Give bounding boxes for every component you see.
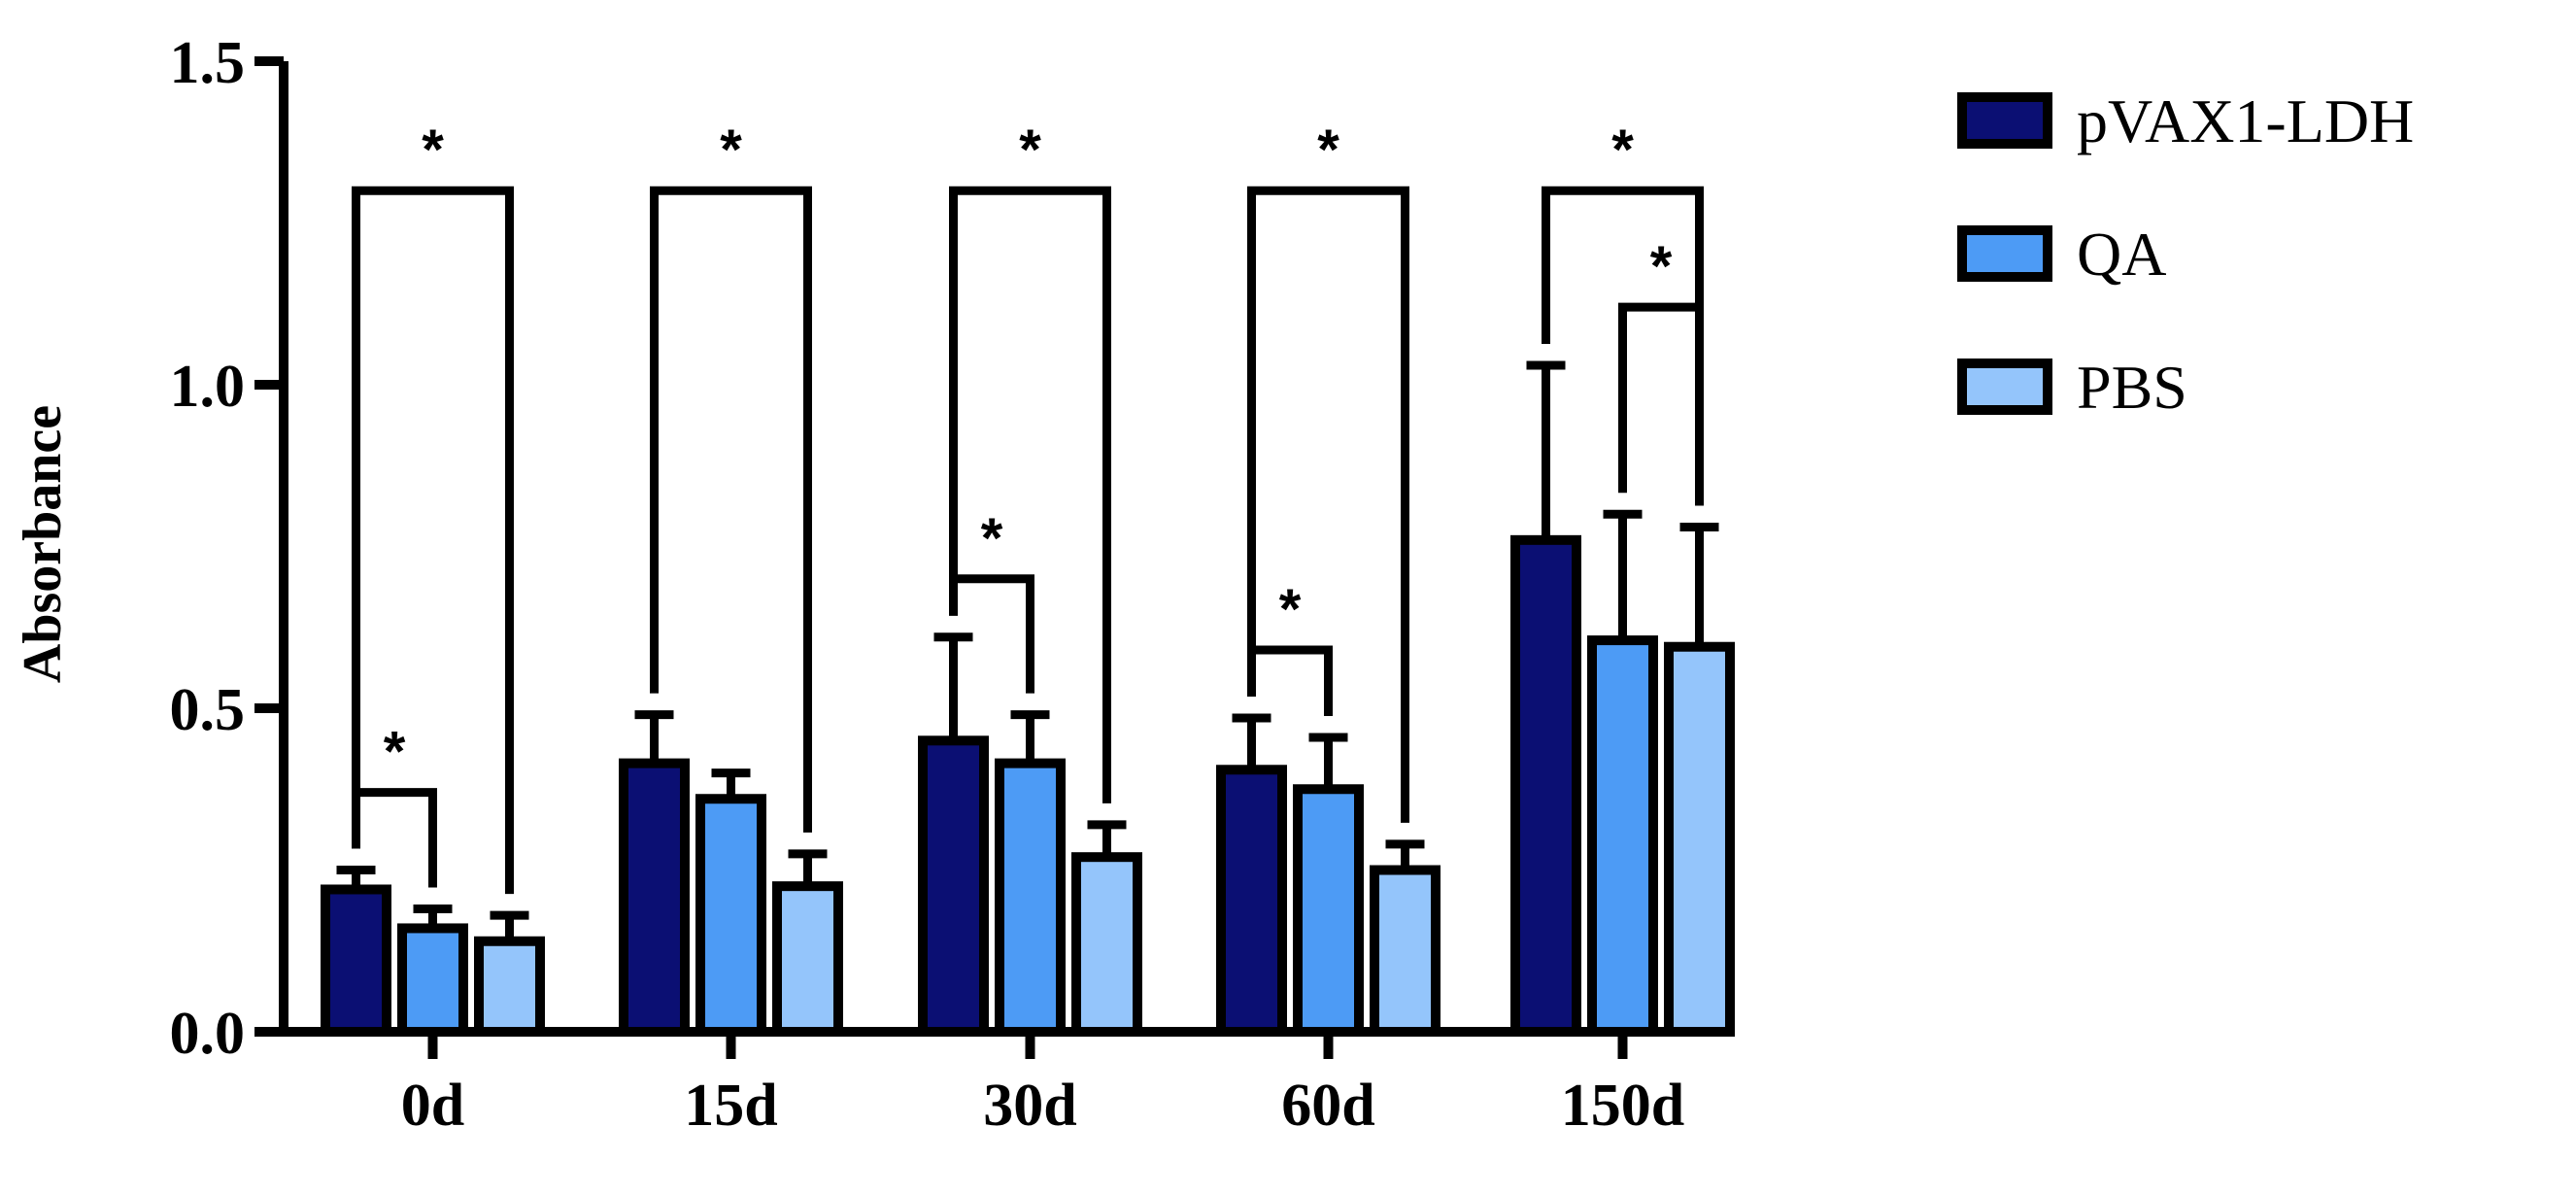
- significance-bracket: [352, 186, 514, 895]
- significance-star: *: [1317, 119, 1339, 182]
- significance-star: *: [384, 721, 406, 784]
- x-tick-label: 15d: [684, 1073, 777, 1139]
- bar-QA-0d: [397, 923, 468, 1037]
- bar-QA-150d: [1587, 635, 1658, 1037]
- significance-star: *: [981, 507, 1003, 570]
- bar-PBS-15d: [772, 881, 843, 1038]
- bars: [321, 360, 1735, 1038]
- y-tick-label: 1.0: [170, 354, 246, 420]
- legend-label-PBS: PBS: [2077, 353, 2187, 422]
- legend-label-QA: QA: [2077, 220, 2166, 289]
- significance-brackets: * * * * * * * * *: [352, 119, 1704, 895]
- significance-bracket: [1247, 645, 1333, 716]
- bar-pVAX1-LDH-150d: [1510, 534, 1581, 1038]
- bar-PBS-150d: [1664, 641, 1735, 1037]
- y-tick-label: 0.0: [170, 1001, 246, 1067]
- y-axis-title: Absorbance: [13, 405, 73, 683]
- bar-QA-30d: [995, 758, 1066, 1037]
- bar-pVAX1-LDH-60d: [1216, 765, 1287, 1038]
- significance-bracket: [949, 574, 1034, 694]
- y-tick-label: 1.5: [170, 30, 246, 96]
- bar-PBS-0d: [474, 936, 545, 1038]
- legend-swatch-pVAX1-LDH: [1957, 92, 2052, 149]
- bar-QA-60d: [1293, 784, 1364, 1037]
- bar-pVAX1-LDH-0d: [321, 884, 391, 1037]
- bar-pVAX1-LDH-30d: [918, 735, 989, 1037]
- legend: pVAX1-LDH QA PBS: [1957, 86, 2414, 422]
- x-tick-label: 0d: [401, 1073, 464, 1139]
- y-tick-label: 0.5: [170, 677, 246, 743]
- significance-star: *: [720, 119, 742, 182]
- significance-bracket: [650, 186, 812, 833]
- significance-star: *: [422, 119, 444, 182]
- significance-bracket: [352, 788, 437, 888]
- x-tick-label: 150d: [1561, 1073, 1684, 1139]
- significance-star: *: [1611, 119, 1634, 182]
- bar-PBS-60d: [1370, 865, 1441, 1037]
- significance-star: *: [1019, 119, 1041, 182]
- legend-swatch-QA: [1957, 225, 2052, 282]
- legend-label-pVAX1-LDH: pVAX1-LDH: [2077, 86, 2414, 155]
- bar-PBS-30d: [1071, 852, 1142, 1037]
- x-tick-label: 60d: [1281, 1073, 1374, 1139]
- bar-QA-15d: [695, 794, 766, 1037]
- significance-star: *: [1650, 235, 1673, 298]
- significance-star: *: [1279, 578, 1302, 641]
- significance-bracket: [1618, 302, 1704, 506]
- bar-pVAX1-LDH-15d: [619, 758, 690, 1037]
- axes: 0.0 0.5 1.0 1.5 0d 15d 30d 60d 150d: [170, 30, 1710, 1139]
- x-tick-label: 30d: [983, 1073, 1076, 1139]
- significance-bracket: [1247, 186, 1409, 823]
- significance-bracket: [949, 186, 1111, 803]
- legend-swatch-PBS: [1957, 358, 2052, 415]
